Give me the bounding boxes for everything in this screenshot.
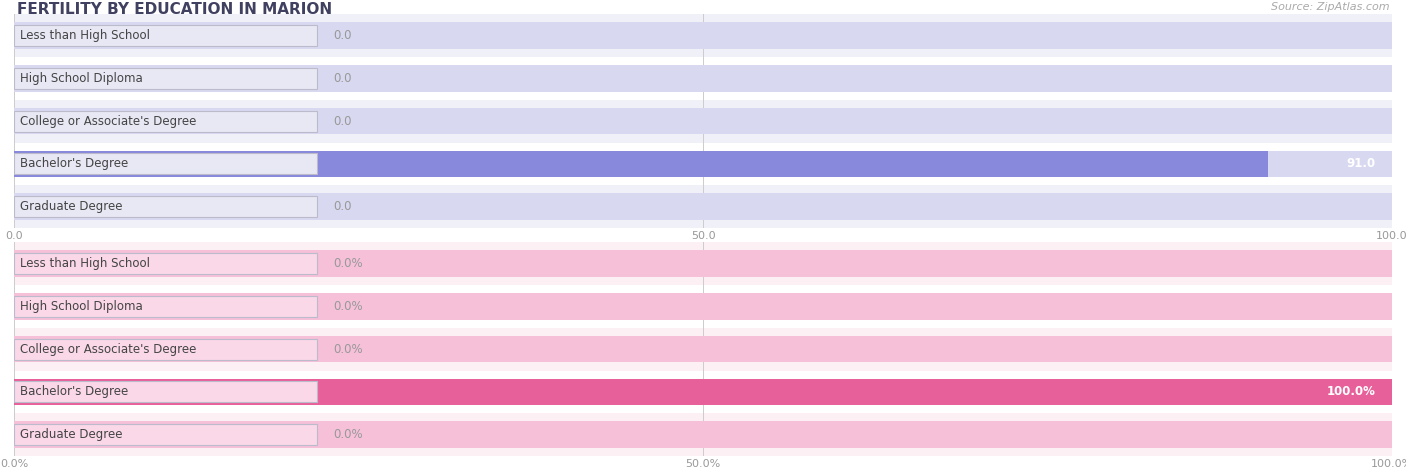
Text: 91.0: 91.0	[1347, 157, 1375, 171]
Bar	[14, 153, 318, 174]
Text: Less than High School: Less than High School	[20, 257, 149, 270]
Bar	[14, 142, 1392, 185]
Text: 0.0%: 0.0%	[333, 342, 363, 356]
Text: 0.0: 0.0	[333, 114, 353, 128]
Bar	[14, 151, 1392, 177]
Text: 0.0: 0.0	[333, 29, 353, 42]
Bar	[14, 196, 318, 217]
Text: 0.0%: 0.0%	[333, 257, 363, 270]
Bar	[14, 370, 1392, 413]
Bar	[14, 379, 1392, 405]
Bar	[14, 293, 1392, 320]
Bar	[14, 68, 318, 89]
Bar	[14, 242, 1392, 285]
Bar	[14, 65, 1392, 92]
Text: College or Associate's Degree: College or Associate's Degree	[20, 342, 195, 356]
Bar	[14, 339, 318, 360]
Bar	[14, 57, 1392, 100]
Bar	[14, 328, 1392, 371]
Bar	[14, 413, 1392, 456]
Text: College or Associate's Degree: College or Associate's Degree	[20, 114, 195, 128]
Bar	[14, 185, 1392, 228]
Text: 100.0%: 100.0%	[1326, 385, 1375, 399]
Text: Source: ZipAtlas.com: Source: ZipAtlas.com	[1271, 2, 1389, 12]
Text: 0.0: 0.0	[333, 200, 353, 213]
Bar	[14, 108, 1392, 134]
Bar	[14, 379, 1392, 405]
Bar	[14, 421, 1392, 448]
Bar	[14, 253, 318, 274]
Bar	[14, 25, 318, 46]
Text: Less than High School: Less than High School	[20, 29, 149, 42]
Bar	[14, 22, 1392, 49]
Text: Bachelor's Degree: Bachelor's Degree	[20, 157, 128, 171]
Bar	[14, 296, 318, 317]
Bar	[14, 193, 1392, 220]
Text: 0.0%: 0.0%	[333, 300, 363, 313]
Bar	[14, 285, 1392, 328]
Bar	[14, 100, 1392, 142]
Text: Bachelor's Degree: Bachelor's Degree	[20, 385, 128, 399]
Bar	[14, 424, 318, 445]
Bar	[14, 151, 1268, 177]
Bar	[14, 14, 1392, 57]
Text: Graduate Degree: Graduate Degree	[20, 428, 122, 441]
Text: 0.0: 0.0	[333, 72, 353, 85]
Text: High School Diploma: High School Diploma	[20, 300, 142, 313]
Bar	[14, 381, 318, 402]
Text: Graduate Degree: Graduate Degree	[20, 200, 122, 213]
Text: High School Diploma: High School Diploma	[20, 72, 142, 85]
Text: FERTILITY BY EDUCATION IN MARION: FERTILITY BY EDUCATION IN MARION	[17, 2, 332, 18]
Text: 0.0%: 0.0%	[333, 428, 363, 441]
Bar	[14, 250, 1392, 277]
Bar	[14, 336, 1392, 362]
Bar	[14, 111, 318, 132]
